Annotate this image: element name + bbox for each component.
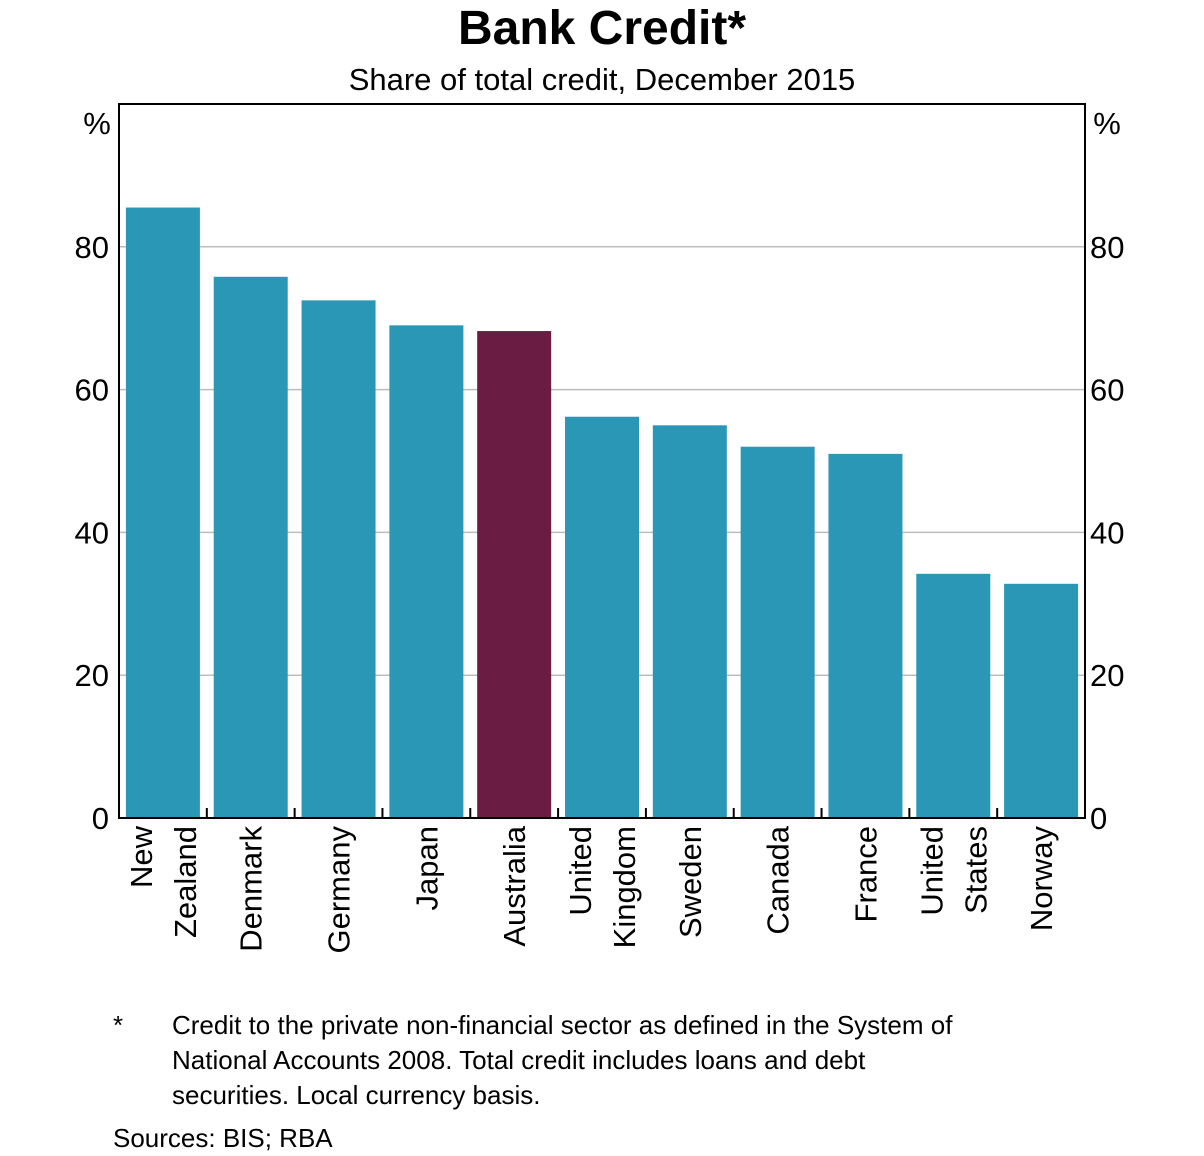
footnote: Credit to the private non-financial sect… xyxy=(172,1008,1172,1113)
x-category-labels: New Zealand Denmark Germany Japan Australia Un… xyxy=(124,825,1059,953)
x-category-label: United xyxy=(563,826,598,916)
bar xyxy=(740,446,815,818)
footnote-line-3: securities. Local currency basis. xyxy=(172,1080,541,1110)
y-tick-labels: 0 0 20 20 40 40 60 60 80 80 xyxy=(75,230,1125,836)
y-axis-unit-left: % xyxy=(83,106,111,141)
x-category-label: States xyxy=(958,826,993,914)
bar xyxy=(828,453,903,818)
y-axis-unit-right: % xyxy=(1093,106,1121,141)
x-category-label: France xyxy=(848,826,883,922)
tick-marks xyxy=(205,808,999,818)
footnote-line-2: National Accounts 2008. Total credit inc… xyxy=(172,1045,866,1075)
x-category-label: New xyxy=(124,825,159,888)
bar xyxy=(125,207,200,818)
x-category-label: Japan xyxy=(409,826,444,910)
y-tick-label-right: 40 xyxy=(1090,515,1124,550)
bar xyxy=(213,276,288,819)
bar xyxy=(652,425,727,818)
footnote-marker: * xyxy=(113,1010,124,1040)
bar xyxy=(916,573,991,818)
y-tick-label-left: 0 xyxy=(92,801,109,836)
plot-frame xyxy=(118,103,1086,819)
x-category-label: Kingdom xyxy=(607,826,642,948)
x-category-label: Sweden xyxy=(673,826,708,938)
bars xyxy=(125,207,1079,819)
bar xyxy=(565,416,639,818)
y-tick-label-left: 60 xyxy=(75,373,109,408)
y-tick-label-right: 60 xyxy=(1090,373,1124,408)
y-tick-label-left: 40 xyxy=(75,515,109,550)
chart-title: Bank Credit* xyxy=(458,2,746,55)
y-tick-label-right: 0 xyxy=(1090,801,1107,836)
y-tick-label-left: 80 xyxy=(75,230,109,265)
bar xyxy=(389,325,464,818)
x-category-label: United xyxy=(914,826,949,916)
bar xyxy=(301,300,376,819)
x-category-label: Germany xyxy=(322,826,357,954)
footnote-line-1: Credit to the private non-financial sect… xyxy=(172,1010,953,1040)
x-category-label: Canada xyxy=(761,825,796,934)
y-tick-label-right: 80 xyxy=(1090,230,1124,265)
bar xyxy=(1004,583,1079,818)
sources: Sources: BIS; RBA xyxy=(113,1123,333,1153)
bar xyxy=(477,331,552,818)
x-category-label: Australia xyxy=(497,825,532,946)
chart-subtitle: Share of total credit, December 2015 xyxy=(349,62,856,97)
y-tick-label-right: 20 xyxy=(1090,658,1124,693)
y-tick-label-left: 20 xyxy=(75,658,109,693)
x-category-label: Zealand xyxy=(168,826,203,938)
x-category-label: Norway xyxy=(1024,826,1059,932)
x-category-label: Denmark xyxy=(234,826,269,952)
